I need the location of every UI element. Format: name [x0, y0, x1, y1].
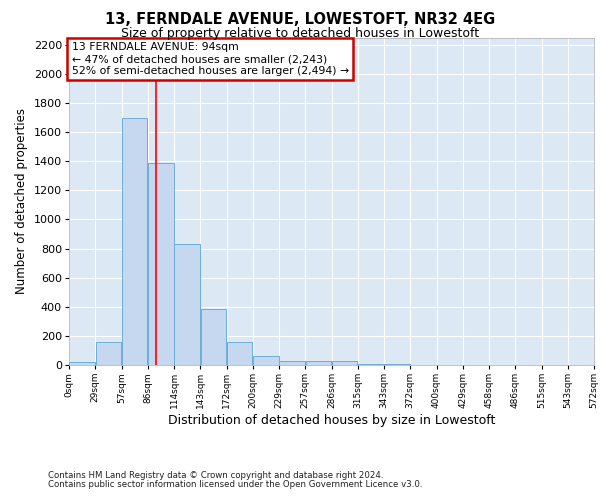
Text: 13, FERNDALE AVENUE, LOWESTOFT, NR32 4EG: 13, FERNDALE AVENUE, LOWESTOFT, NR32 4EG [105, 12, 495, 28]
Text: Contains HM Land Registry data © Crown copyright and database right 2024.: Contains HM Land Registry data © Crown c… [48, 471, 383, 480]
Text: 13 FERNDALE AVENUE: 94sqm
← 47% of detached houses are smaller (2,243)
52% of se: 13 FERNDALE AVENUE: 94sqm ← 47% of detac… [71, 42, 349, 76]
Bar [358, 364, 384, 365]
Bar [69, 362, 95, 365]
Y-axis label: Number of detached properties: Number of detached properties [15, 108, 28, 294]
Bar [253, 356, 279, 365]
Bar [279, 360, 305, 365]
Bar [332, 362, 358, 365]
Bar [227, 342, 253, 365]
Bar [200, 309, 226, 365]
Bar [305, 362, 331, 365]
Bar [384, 364, 410, 365]
Bar [122, 118, 148, 365]
Bar [148, 162, 174, 365]
Bar [95, 342, 121, 365]
Text: Size of property relative to detached houses in Lowestoft: Size of property relative to detached ho… [121, 28, 479, 40]
X-axis label: Distribution of detached houses by size in Lowestoft: Distribution of detached houses by size … [168, 414, 495, 427]
Bar [174, 244, 200, 365]
Text: Contains public sector information licensed under the Open Government Licence v3: Contains public sector information licen… [48, 480, 422, 489]
